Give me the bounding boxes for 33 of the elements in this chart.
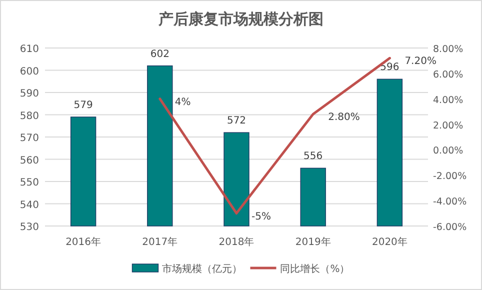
y-tick-label: 550 (20, 178, 39, 188)
data-label: 556 (304, 151, 323, 162)
data-label: 4% (174, 96, 191, 108)
x-tick-label: 2020年 (372, 236, 408, 248)
x-tick-label: 2018年 (218, 236, 254, 248)
legend-label: 市场规模（亿元） (162, 263, 242, 275)
y2-tick-label: -2.00% (433, 171, 467, 182)
y2-tick-label: -6.00% (433, 222, 467, 233)
y-tick-label: 590 (20, 88, 39, 100)
y2-tick-label: 8.00% (433, 44, 464, 55)
y-tick-label: 540 (20, 200, 39, 211)
y-tick-label: 570 (20, 133, 39, 144)
y2-tick-label: 6.00% (433, 69, 464, 80)
y2-tick-label: 0.00% (433, 146, 464, 157)
chart-title: 产后康复市场规模分析图 (158, 10, 324, 28)
y2-tick-label: 2.00% (433, 120, 464, 132)
data-label: 602 (150, 48, 170, 60)
data-label: 572 (226, 116, 246, 127)
y-tick-label: 580 (20, 110, 39, 122)
y-tick-label: 530 (20, 222, 39, 233)
x-tick-label: 2019年 (295, 236, 331, 248)
x-tick-label: 2017年 (142, 236, 178, 248)
y-tick-label: 560 (20, 155, 39, 166)
data-label: -5% (252, 211, 271, 222)
y2-tick-label: -4.00% (433, 196, 467, 208)
data-label: 7.20% (404, 56, 436, 68)
data-label: 579 (74, 100, 93, 111)
y-tick-label: 600 (20, 66, 39, 78)
data-label: 2.80% (328, 112, 360, 124)
legend-label: 同比增长（%） (280, 263, 350, 275)
y2-tick-label: 4.00% (433, 94, 464, 106)
x-tick-label: 2016年 (66, 236, 102, 248)
y-tick-label: 610 (20, 44, 39, 55)
